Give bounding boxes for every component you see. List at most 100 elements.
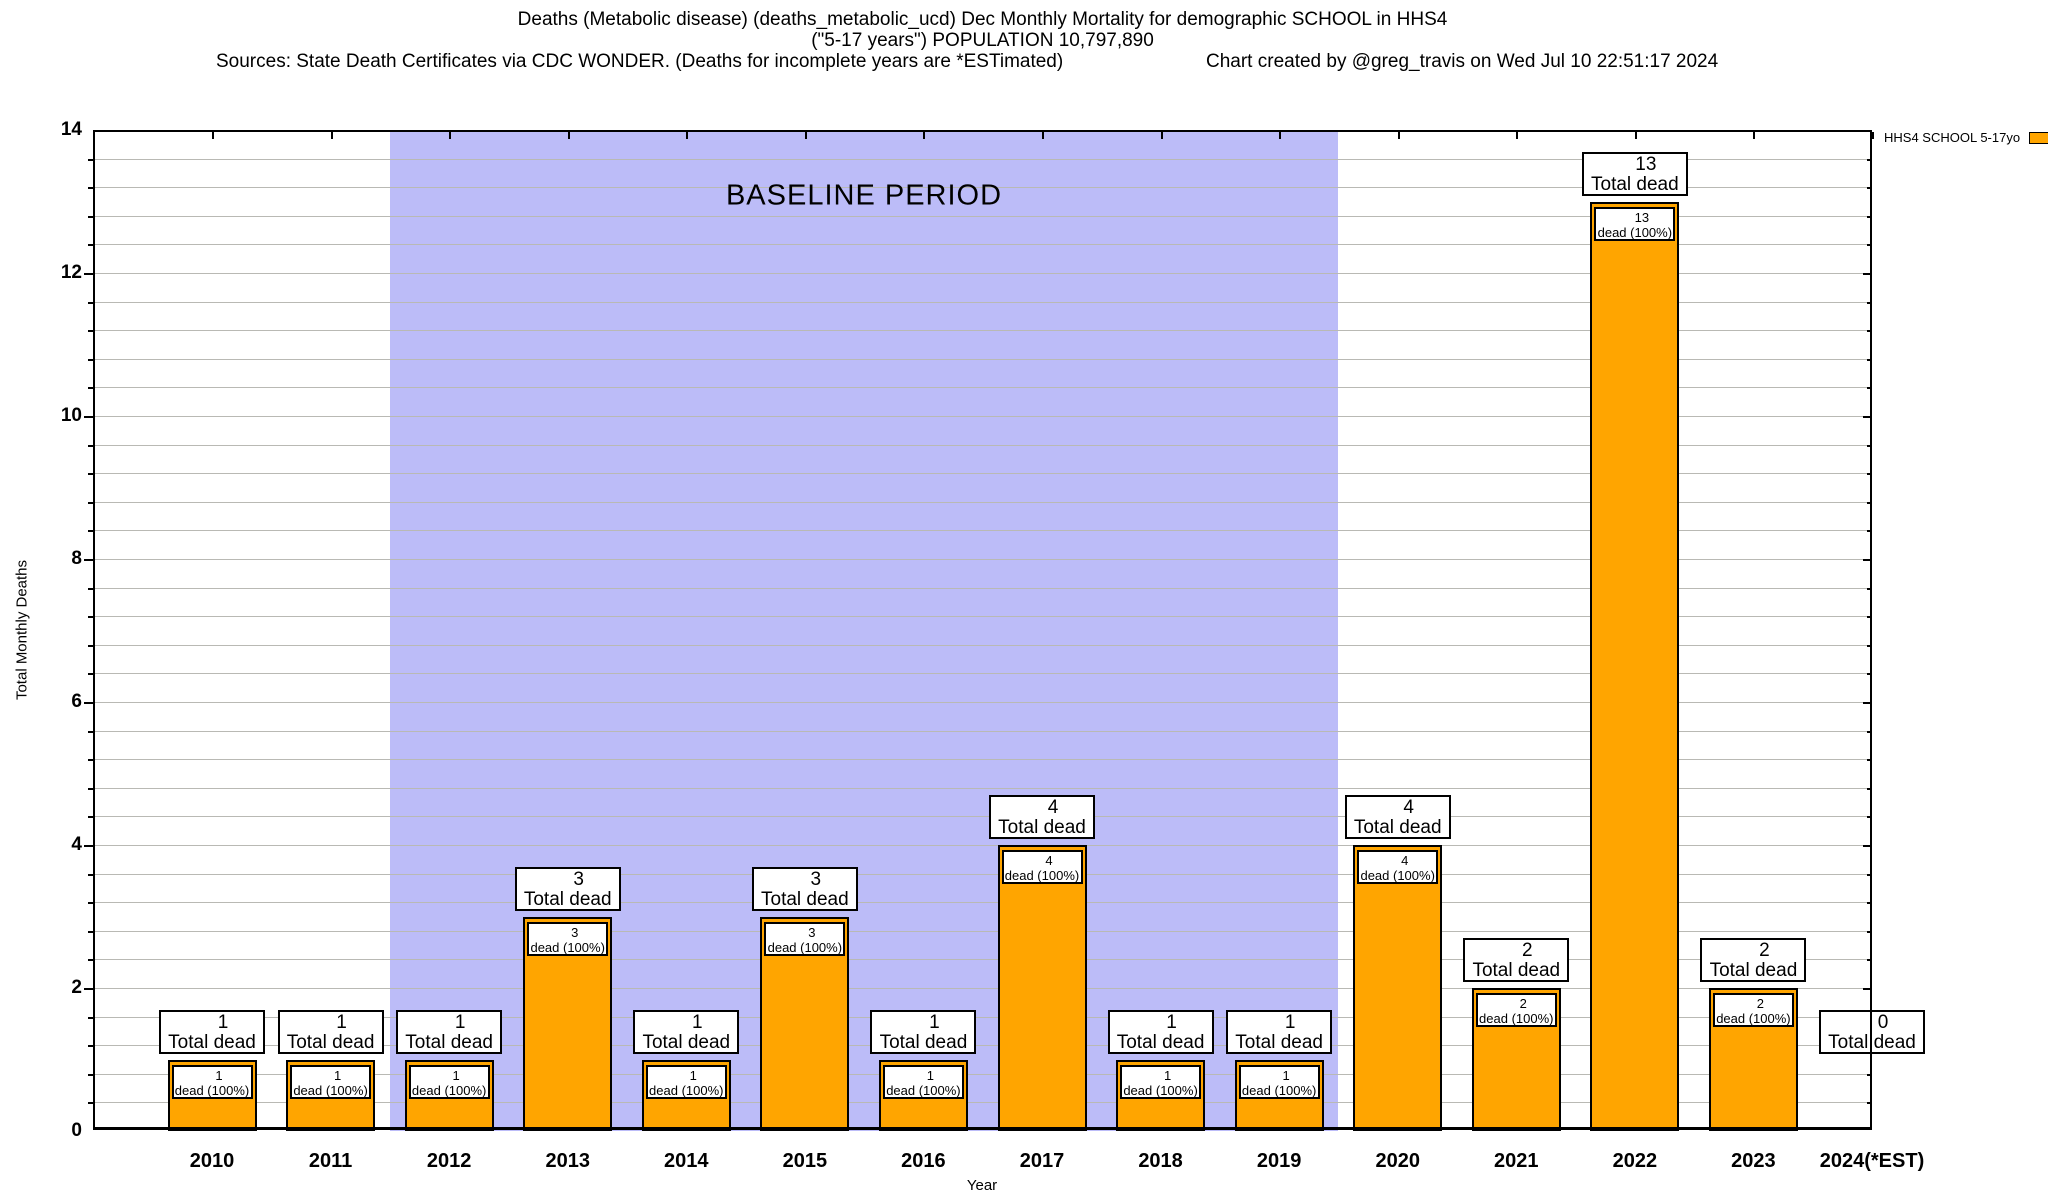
y-tick <box>1867 444 1872 447</box>
bar-inner-value: 1 <box>1282 1067 1290 1083</box>
grid-line <box>93 273 1872 274</box>
bar-top-suffix: Total dead <box>1472 960 1561 981</box>
y-tick-label-12: 12 <box>60 262 82 283</box>
y-tick <box>1863 845 1872 847</box>
bar-top-label: 0 Total dead <box>1819 1009 1925 1054</box>
bar-inner-value: 1 <box>1163 1067 1172 1083</box>
chart-credit-note: Chart created by @greg_travis on Wed Jul… <box>1206 51 1719 72</box>
grid-line <box>93 187 1872 189</box>
x-tick <box>1634 132 1637 139</box>
bar-inner-value: 1 <box>452 1067 460 1083</box>
x-tick-label-2020: 2020 <box>1375 1150 1420 1172</box>
x-tick <box>212 132 214 139</box>
bar-top-value: 1 <box>336 1011 347 1033</box>
y-tick <box>88 730 93 733</box>
y-tick <box>88 930 93 933</box>
bar-top-label: 1 Total dead <box>870 1009 977 1054</box>
bar-top-value: 2 <box>1521 940 1533 961</box>
x-tick <box>1279 132 1282 139</box>
y-tick-label-0: 0 <box>71 1120 82 1141</box>
y-tick <box>84 988 93 990</box>
y-tick <box>1867 673 1872 676</box>
grid-line <box>93 759 1872 761</box>
y-tick <box>1867 587 1872 590</box>
bar-top-value: 1 <box>217 1011 229 1033</box>
bar-top-suffix: Total dead <box>761 888 849 910</box>
grid-line <box>93 1016 1872 1018</box>
bar-2022 <box>1590 201 1680 1131</box>
y-tick <box>88 387 93 390</box>
y-tick <box>88 244 93 247</box>
y-tick <box>1867 215 1872 218</box>
y-tick <box>1867 301 1872 304</box>
bar-inner-label: 4 dead (100%) <box>1357 850 1439 884</box>
bar-inner-value: 2 <box>1519 996 1527 1011</box>
grid-line <box>93 816 1872 818</box>
bar-top-suffix: Total dead <box>523 888 612 910</box>
bar-top-label: 3 Total dead <box>751 866 858 911</box>
y-tick <box>1867 787 1872 790</box>
bar-top-suffix: Total dead <box>286 1031 375 1053</box>
bar-top-suffix: Total dead <box>1828 1031 1916 1053</box>
bar-top-suffix: Total dead <box>1116 1031 1205 1053</box>
bar-inner-suffix: dead (100%) <box>1241 1082 1317 1098</box>
bar-inner-suffix: dead (100%) <box>1716 1011 1791 1026</box>
y-tick <box>88 501 93 504</box>
bar-inner-suffix: dead (100%) <box>1479 1011 1554 1026</box>
grid-line <box>93 902 1872 904</box>
chart-title-line2: ("5-17 years") POPULATION 10,797,890 <box>811 30 1154 51</box>
x-tick <box>1160 132 1163 139</box>
grid-line <box>93 930 1872 932</box>
bar-inner-value: 1 <box>333 1067 342 1083</box>
grid-line <box>93 301 1872 303</box>
y-tick <box>1867 1102 1872 1105</box>
y-tick <box>1867 902 1872 905</box>
y-tick <box>1867 244 1872 247</box>
y-tick <box>84 702 93 704</box>
grid-line <box>93 215 1872 217</box>
y-tick <box>1867 330 1872 333</box>
bar-top-suffix: Total dead <box>642 1031 731 1053</box>
bar-top-suffix: Total dead <box>1353 817 1442 838</box>
y-tick <box>1863 416 1872 418</box>
y-tick <box>88 158 93 161</box>
y-tick <box>1863 988 1872 990</box>
bar-top-value: 3 <box>573 868 584 890</box>
y-tick <box>1867 616 1872 619</box>
bar-top-value: 4 <box>1047 797 1059 818</box>
bar-inner-label: 1 dead (100%) <box>408 1064 490 1099</box>
chart-title-line1: Deaths (Metabolic disease) (deaths_metab… <box>517 9 1448 30</box>
bar-inner-value: 1 <box>215 1067 223 1083</box>
y-tick <box>1867 387 1872 390</box>
bar-top-value: 0 <box>1877 1011 1889 1033</box>
y-tick <box>1863 559 1872 561</box>
grid-line <box>93 873 1872 875</box>
x-tick <box>1753 132 1756 139</box>
y-tick <box>88 816 93 819</box>
legend-label: HHS4 SCHOOL 5-17yo <box>1884 130 2021 145</box>
x-tick-label-2010: 2010 <box>189 1150 235 1172</box>
grid-line <box>93 416 1872 417</box>
y-tick <box>88 1016 93 1019</box>
bar-inner-label: 3 dead (100%) <box>764 921 846 956</box>
bar-top-value: 4 <box>1403 797 1414 818</box>
grid-line <box>93 702 1872 703</box>
bar-top-label: 1 Total dead <box>396 1009 503 1054</box>
x-tick <box>1516 132 1519 139</box>
bar-inner-label: 2 dead (100%) <box>1475 993 1557 1027</box>
x-tick <box>330 132 333 139</box>
x-tick-label-2022: 2022 <box>1612 1150 1658 1172</box>
bar-inner-value: 1 <box>689 1067 697 1083</box>
x-tick <box>923 132 926 139</box>
y-tick-label-10: 10 <box>60 405 82 426</box>
y-tick <box>88 787 93 790</box>
x-tick <box>686 132 689 139</box>
bar-top-label: 1 Total dead <box>1107 1009 1214 1054</box>
y-tick <box>88 644 93 647</box>
x-tick-label-2015: 2015 <box>782 1150 828 1172</box>
grid-line <box>93 358 1872 360</box>
y-tick <box>88 587 93 590</box>
bar-inner-label: 1 dead (100%) <box>1120 1064 1202 1099</box>
y-tick <box>88 616 93 619</box>
